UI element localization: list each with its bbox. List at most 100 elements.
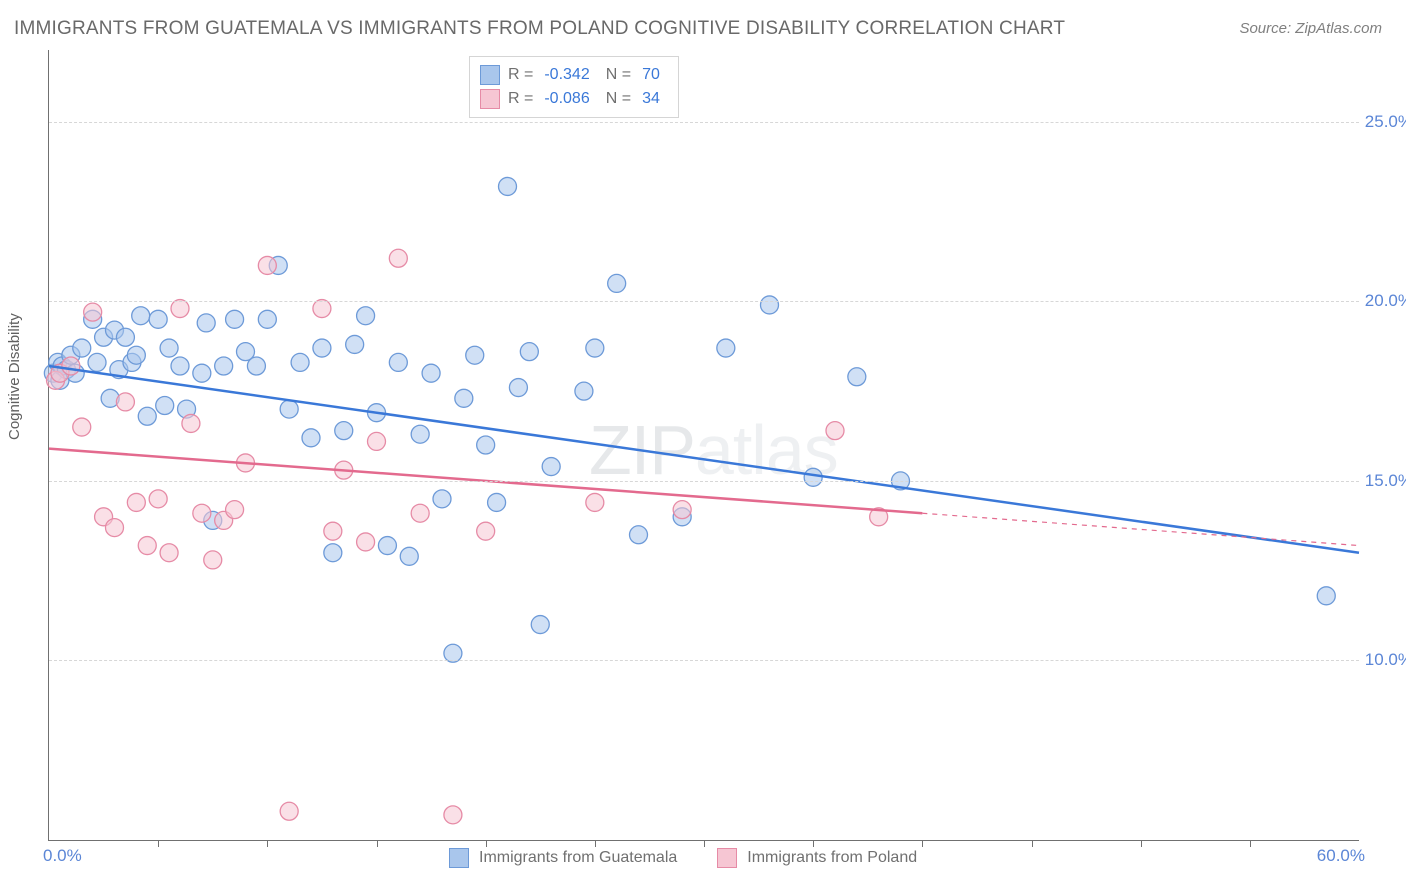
trend-line-extrapolated — [922, 513, 1359, 545]
data-point — [761, 296, 779, 314]
stats-row-2: R = -0.086 N = 34 — [480, 87, 668, 111]
data-point — [182, 414, 200, 432]
stats-row-1: R = -0.342 N = 70 — [480, 63, 668, 87]
data-point — [149, 490, 167, 508]
series-legend: Immigrants from Guatemala Immigrants fro… — [449, 848, 917, 868]
data-point — [193, 504, 211, 522]
data-point — [346, 335, 364, 353]
x-tick — [377, 840, 378, 847]
data-point — [62, 357, 80, 375]
data-point — [357, 533, 375, 551]
legend-label-1: Immigrants from Guatemala — [479, 849, 677, 867]
gridline — [49, 301, 1359, 302]
data-point — [127, 346, 145, 364]
data-point — [138, 407, 156, 425]
data-point — [542, 458, 560, 476]
data-point — [455, 389, 473, 407]
data-point — [73, 418, 91, 436]
data-point — [575, 382, 593, 400]
data-point — [258, 256, 276, 274]
data-point — [520, 343, 538, 361]
n-label: N = — [606, 87, 631, 111]
data-point — [302, 429, 320, 447]
x-tick — [1141, 840, 1142, 847]
data-point — [368, 432, 386, 450]
data-point — [204, 551, 222, 569]
r-label: R = — [508, 63, 533, 87]
data-point — [400, 547, 418, 565]
x-tick — [267, 840, 268, 847]
n-value-2: 34 — [642, 87, 660, 111]
data-point — [411, 504, 429, 522]
data-point — [160, 339, 178, 357]
data-point — [106, 519, 124, 537]
data-point — [226, 310, 244, 328]
data-point — [280, 400, 298, 418]
source-attribution: Source: ZipAtlas.com — [1239, 20, 1382, 37]
chart-plot-area: ZIPatlas R = -0.342 N = 70 R = -0.086 N … — [48, 50, 1359, 841]
y-axis-label: Cognitive Disability — [6, 313, 23, 440]
data-point — [411, 425, 429, 443]
stats-legend: R = -0.342 N = 70 R = -0.086 N = 34 — [469, 56, 679, 118]
data-point — [499, 177, 517, 195]
data-point — [193, 364, 211, 382]
data-point — [509, 379, 527, 397]
data-point — [433, 490, 451, 508]
r-value-2: -0.086 — [544, 87, 589, 111]
y-tick-label: 25.0% — [1363, 112, 1406, 132]
data-point — [138, 537, 156, 555]
data-point — [280, 802, 298, 820]
data-point — [630, 526, 648, 544]
gridline — [49, 122, 1359, 123]
scatter-svg — [49, 50, 1359, 840]
data-point — [608, 274, 626, 292]
data-point — [466, 346, 484, 364]
r-value-1: -0.342 — [544, 63, 589, 87]
data-point — [848, 368, 866, 386]
data-point — [247, 357, 265, 375]
data-point — [378, 537, 396, 555]
data-point — [116, 328, 134, 346]
x-tick — [813, 840, 814, 847]
data-point — [586, 493, 604, 511]
data-point — [826, 422, 844, 440]
n-value-1: 70 — [642, 63, 660, 87]
data-point — [160, 544, 178, 562]
legend-label-2: Immigrants from Poland — [747, 849, 917, 867]
data-point — [422, 364, 440, 382]
gridline — [49, 481, 1359, 482]
data-point — [444, 806, 462, 824]
data-point — [324, 522, 342, 540]
data-point — [258, 310, 276, 328]
data-point — [73, 339, 91, 357]
data-point — [149, 310, 167, 328]
data-point — [389, 249, 407, 267]
chart-title: IMMIGRANTS FROM GUATEMALA VS IMMIGRANTS … — [14, 18, 1065, 40]
data-point — [804, 468, 822, 486]
data-point — [116, 393, 134, 411]
data-point — [171, 357, 189, 375]
x-tick — [595, 840, 596, 847]
data-point — [197, 314, 215, 332]
data-point — [586, 339, 604, 357]
y-tick-label: 10.0% — [1363, 650, 1406, 670]
x-tick — [1250, 840, 1251, 847]
data-point — [291, 353, 309, 371]
data-point — [488, 493, 506, 511]
data-point — [132, 307, 150, 325]
y-tick-label: 15.0% — [1363, 471, 1406, 491]
data-point — [127, 493, 145, 511]
y-tick-label: 20.0% — [1363, 291, 1406, 311]
data-point — [324, 544, 342, 562]
data-point — [335, 422, 353, 440]
data-point — [389, 353, 407, 371]
data-point — [156, 397, 174, 415]
x-axis-max-label: 60.0% — [1317, 846, 1365, 866]
swatch-guatemala-bottom — [449, 848, 469, 868]
x-tick — [486, 840, 487, 847]
n-label: N = — [606, 63, 631, 87]
x-tick — [158, 840, 159, 847]
data-point — [88, 353, 106, 371]
data-point — [357, 307, 375, 325]
data-point — [313, 339, 331, 357]
